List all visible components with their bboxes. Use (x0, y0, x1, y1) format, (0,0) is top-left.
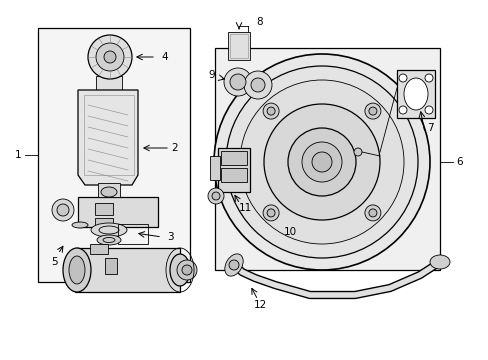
Circle shape (182, 265, 192, 275)
Text: 2: 2 (171, 143, 178, 153)
Bar (118, 224, 148, 244)
Ellipse shape (224, 254, 243, 276)
Circle shape (263, 205, 279, 221)
Ellipse shape (250, 78, 264, 92)
Bar (215, 48, 439, 270)
Circle shape (240, 80, 403, 244)
Bar (78, 197, 158, 227)
Circle shape (263, 103, 279, 119)
Text: 4: 4 (162, 52, 168, 62)
Bar (218, 148, 249, 192)
Bar (95, 203, 113, 215)
Circle shape (104, 51, 116, 63)
Circle shape (52, 199, 74, 221)
Circle shape (368, 209, 376, 217)
Ellipse shape (101, 187, 117, 197)
Ellipse shape (170, 254, 190, 286)
Ellipse shape (97, 235, 121, 245)
Text: 1: 1 (15, 150, 21, 160)
Bar (75, 248, 180, 292)
Text: 8: 8 (256, 17, 263, 27)
Bar (396, 70, 434, 118)
Circle shape (225, 66, 417, 258)
Circle shape (88, 35, 132, 79)
Text: 5: 5 (52, 257, 58, 267)
Text: 11: 11 (238, 203, 251, 213)
Circle shape (264, 104, 379, 220)
Text: 3: 3 (166, 232, 173, 242)
Bar (95, 218, 113, 226)
Ellipse shape (224, 68, 251, 96)
Circle shape (364, 103, 380, 119)
Bar (221, 151, 246, 165)
Bar (227, 32, 249, 60)
Circle shape (302, 142, 341, 182)
Bar (221, 168, 246, 182)
Circle shape (364, 205, 380, 221)
Circle shape (398, 106, 406, 114)
Circle shape (311, 152, 331, 172)
Ellipse shape (229, 74, 245, 90)
Circle shape (57, 204, 69, 216)
Circle shape (96, 43, 124, 71)
Ellipse shape (403, 78, 427, 110)
Circle shape (287, 128, 355, 196)
Text: 10: 10 (283, 227, 296, 237)
Bar (84, 95, 134, 175)
Circle shape (228, 260, 239, 270)
Bar (98, 183, 120, 197)
Text: 12: 12 (253, 300, 266, 310)
Circle shape (353, 148, 361, 156)
Bar (105, 258, 117, 274)
Bar (38, 28, 190, 282)
Ellipse shape (212, 192, 220, 200)
Bar (209, 156, 220, 180)
Text: 9: 9 (208, 70, 215, 80)
Ellipse shape (69, 256, 85, 284)
Circle shape (214, 54, 429, 270)
Circle shape (177, 260, 197, 280)
Ellipse shape (429, 255, 449, 269)
Bar (96, 76, 122, 92)
Ellipse shape (72, 222, 88, 228)
Bar (90, 244, 108, 254)
Circle shape (266, 209, 275, 217)
Ellipse shape (63, 248, 91, 292)
Circle shape (368, 107, 376, 115)
Circle shape (266, 107, 275, 115)
Circle shape (424, 74, 432, 82)
Bar (229, 34, 247, 58)
Text: 7: 7 (426, 123, 432, 133)
Ellipse shape (207, 188, 224, 204)
Polygon shape (78, 90, 138, 185)
Ellipse shape (91, 223, 127, 237)
Ellipse shape (244, 71, 271, 99)
Circle shape (424, 106, 432, 114)
Circle shape (398, 74, 406, 82)
Text: 6: 6 (456, 157, 462, 167)
